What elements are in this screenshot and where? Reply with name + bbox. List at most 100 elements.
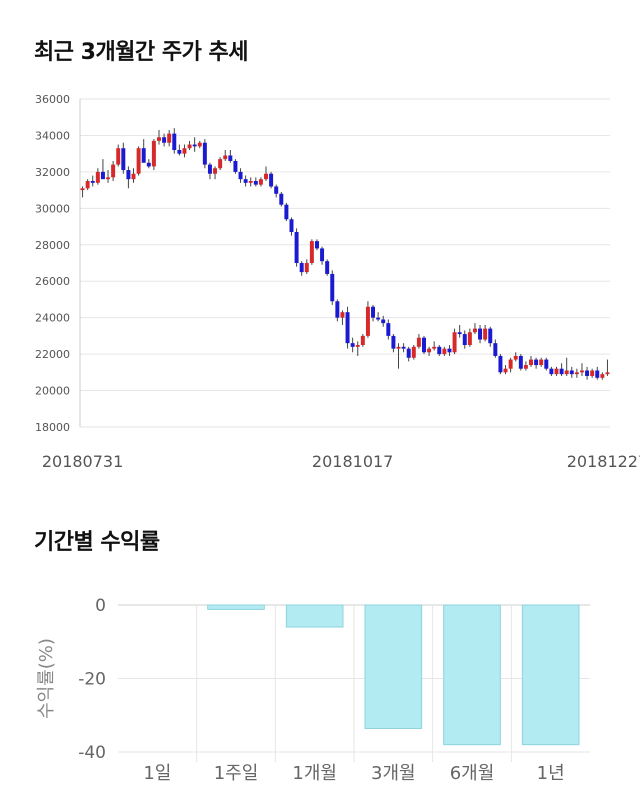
candle-body: [90, 181, 95, 183]
candle-body: [488, 328, 493, 344]
candle-body: [371, 306, 376, 318]
y-tick-label: 28000: [35, 239, 70, 252]
candle-body: [365, 306, 370, 336]
y-tick-label: 34000: [35, 129, 70, 142]
candle-body: [264, 173, 268, 180]
candle-body: [539, 359, 544, 366]
x-category-label: 6개월: [450, 763, 495, 784]
y-tick-label: 32000: [35, 166, 70, 179]
candle-body: [269, 173, 274, 187]
candle-body: [218, 159, 223, 169]
candle-body: [467, 332, 472, 345]
candle-body: [350, 343, 355, 347]
return-bar: [285, 604, 344, 628]
candle-body: [80, 188, 85, 191]
return-bar: [521, 604, 580, 746]
candle-body: [320, 248, 325, 262]
y-axis-label: 수익률(%): [36, 638, 57, 719]
candle-body: [309, 241, 314, 263]
candle-body: [478, 328, 483, 340]
candle-body: [95, 171, 100, 183]
candle-body: [192, 144, 197, 147]
candle-body: [472, 328, 477, 333]
x-tick-label: 20181017: [312, 452, 393, 471]
candle-body: [157, 137, 161, 141]
candle-body: [248, 181, 253, 183]
y-tick-label: 0: [95, 596, 106, 616]
candle-body: [569, 370, 574, 375]
x-category-label: 1개월: [292, 763, 337, 784]
candle-body: [452, 332, 457, 353]
candle-body: [177, 150, 182, 154]
candle-body: [605, 372, 610, 375]
candle-body: [187, 144, 192, 149]
candle-body: [279, 193, 284, 205]
candle-body: [503, 368, 508, 373]
candle-body: [406, 348, 411, 358]
candle-body: [416, 337, 421, 347]
candle-body: [422, 337, 426, 353]
candle-body: [182, 148, 187, 154]
candle-body: [360, 335, 365, 345]
candle-body: [579, 370, 584, 373]
candle-body: [447, 348, 452, 353]
candle-body: [100, 171, 105, 180]
candle-body: [355, 345, 360, 347]
candle-body: [432, 346, 437, 349]
candle-body: [85, 181, 90, 189]
candle-body: [238, 171, 243, 180]
candle-body: [585, 370, 590, 376]
price-trend-title: 최근 3개월간 주가 추세: [34, 40, 248, 65]
candle-body: [223, 155, 228, 160]
candle-body: [172, 133, 177, 151]
return-bar: [364, 604, 423, 729]
candle-body: [534, 359, 539, 366]
candle-body: [330, 273, 335, 302]
return-bar: [443, 604, 501, 746]
candle-body: [564, 370, 569, 375]
candle-body: [289, 219, 294, 233]
candle-body: [518, 355, 523, 369]
candle-body: [136, 148, 141, 174]
candle-body: [574, 372, 579, 375]
candle-body: [274, 186, 279, 194]
candle-body: [284, 204, 289, 220]
stock-price-chart: 18000 20000 22000 24000 26000 28000 30000 32000…: [35, 93, 640, 471]
candle-body: [595, 370, 600, 378]
candle-body: [111, 164, 116, 178]
candle-body: [559, 368, 564, 375]
candle-body: [590, 370, 595, 376]
candle-body: [253, 181, 258, 185]
candle-body: [411, 346, 416, 358]
candle-body: [457, 332, 462, 335]
x-category-label: 1년: [537, 763, 565, 784]
candle-body: [513, 355, 518, 360]
candle-body: [523, 365, 528, 369]
candle-body: [197, 142, 202, 147]
candle-body: [549, 368, 554, 375]
y-tick-label: -40: [78, 743, 106, 763]
candle-body: [498, 355, 503, 373]
x-category-label: 1주일: [214, 763, 259, 784]
y-tick-label: 20000: [35, 385, 70, 398]
candle-body: [121, 148, 126, 171]
y-tick-label: -20: [78, 670, 106, 690]
candle-body: [167, 133, 172, 143]
x-tick-label: 20180731: [42, 452, 123, 471]
candle-body: [442, 348, 447, 355]
candle-body: [386, 323, 391, 336]
candle-body: [116, 148, 121, 165]
candle-body: [391, 335, 396, 349]
candle-body: [381, 319, 386, 324]
period-returns-title: 기간별 수익률: [34, 530, 160, 555]
candle-body: [294, 232, 299, 263]
candle-body: [483, 328, 488, 340]
candle-body: [299, 263, 304, 273]
candle-body: [376, 317, 381, 320]
candle-body: [228, 155, 233, 161]
candle-body: [335, 301, 340, 318]
candle-body: [325, 261, 330, 274]
x-category-label: 3개월: [371, 763, 416, 784]
candle-body: [207, 164, 212, 174]
y-tick-label: 24000: [35, 312, 70, 325]
